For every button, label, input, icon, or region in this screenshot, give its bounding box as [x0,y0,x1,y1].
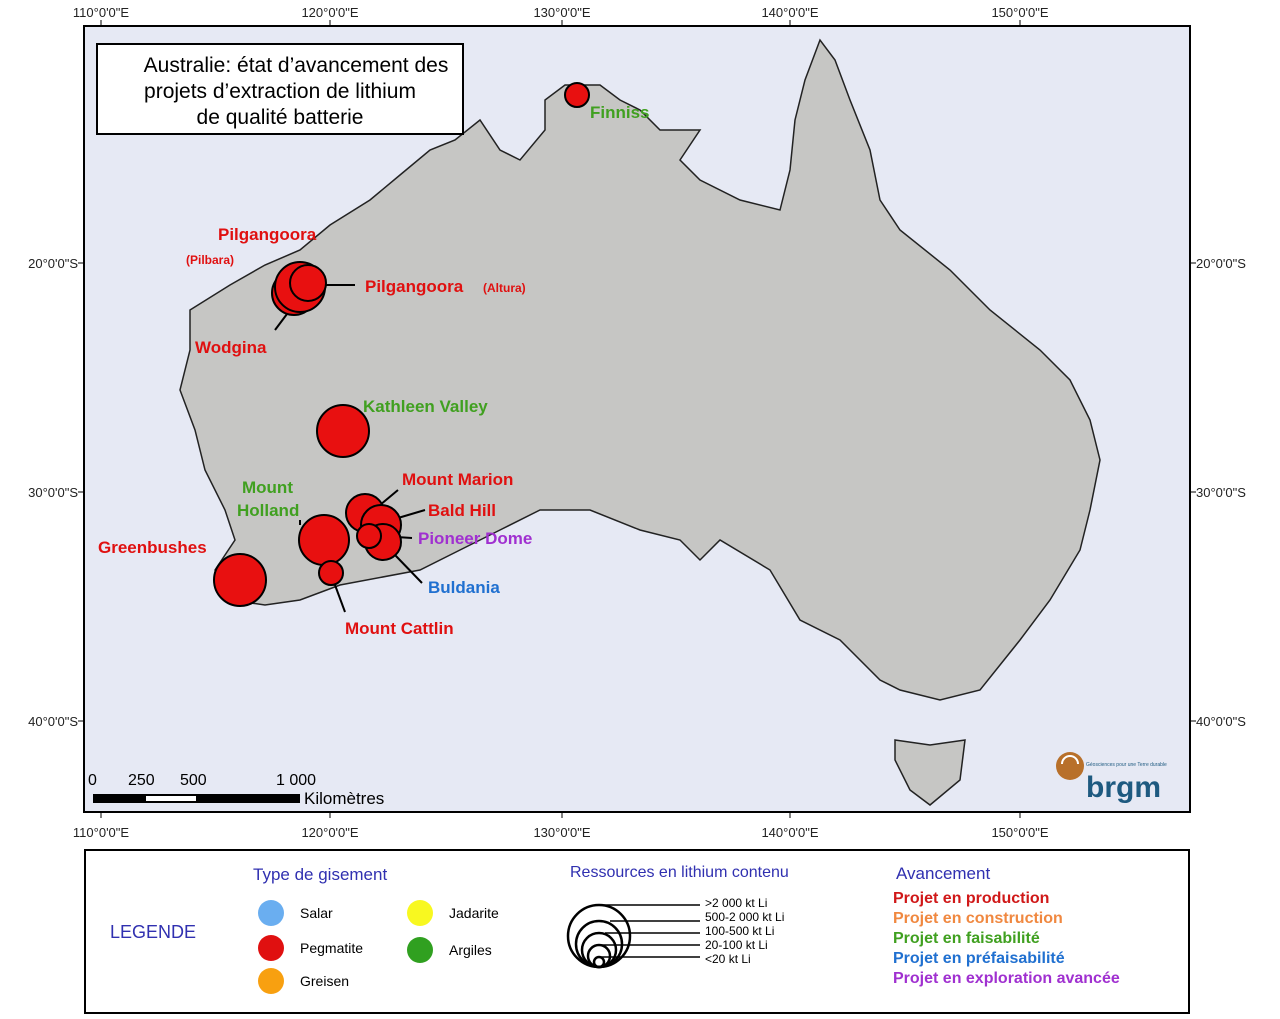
lon-tick-top: 150°0'0"E [991,5,1048,20]
deposit-marker[interactable] [213,553,267,607]
lat-tick-left: 30°0'0"S [28,485,78,500]
resource-class-label: 500-2 000 kt Li [705,910,785,924]
type-symbol-jadarite [407,900,433,926]
avancement-title: Avancement [896,864,991,883]
leader-line [394,554,423,584]
deposit-label: Greenbushes [98,538,207,557]
brgm-logo: brgm Géosciences pour une Terre durable [1056,752,1167,804]
scale-bar: 0 250 500 1 000 Kilomètres [88,772,384,808]
lon-tick-bottom: 110°0'0"E [73,825,129,840]
lat-tick-right: 40°0'0"S [1196,714,1246,729]
avancement-item: Projet en production [893,890,1050,907]
deposit-marker[interactable] [564,82,590,108]
lon-tick-top: 110°0'0"E [73,5,129,20]
avancement-item: Projet en faisabilité [893,930,1040,947]
lon-tick-bottom: 130°0'0"E [533,825,590,840]
deposit-label: Finniss [590,103,650,122]
type-title: Type de gisement [253,865,388,884]
deposit-label: Pioneer Dome [418,529,532,548]
deposit-label: Pilgangoora [218,225,317,244]
leader-line [334,584,346,613]
lon-tick-bottom: 120°0'0"E [301,825,358,840]
lat-tick-left: 20°0'0"S [28,256,78,271]
deposit-sublabel: (Altura) [483,281,526,295]
legend-title: LEGENDE [110,922,197,942]
svg-text:1 000: 1 000 [276,772,316,789]
deposit-label: Mount Cattlin [345,619,454,638]
deposit-marker[interactable] [316,404,370,458]
lon-tick-bottom: 140°0'0"E [761,825,818,840]
title-line-1: Australie: état d’avancement des [144,54,449,77]
resources-title: Ressources en lithium contenu [570,864,789,881]
deposit-sublabel: (Pilbara) [186,253,234,267]
avancement-item: Projet en exploration avancée [893,970,1120,987]
deposit-label: Mount Marion [402,470,513,489]
title-line-2: projets d’extraction de lithium [144,80,416,103]
deposit-marker[interactable] [356,523,382,549]
type-label: Greisen [300,973,350,989]
type-symbol-salar [258,900,284,926]
avancement-item: Projet en préfaisabilité [893,950,1065,967]
svg-text:brgm: brgm [1086,771,1161,804]
australia-mainland [179,38,1101,701]
lon-tick-top: 140°0'0"E [761,5,818,20]
svg-text:250: 250 [128,772,155,789]
type-symbol-argiles [407,937,433,963]
resource-class-label: 100-500 kt Li [705,924,775,938]
leader-line [397,509,426,519]
title-box [96,43,464,135]
deposit-label: Kathleen Valley [363,397,488,416]
svg-text:0: 0 [88,772,97,789]
lon-tick-top: 130°0'0"E [533,5,590,20]
deposit-label: Bald Hill [428,501,496,520]
resource-class-label: 20-100 kt Li [705,938,768,952]
leader-line [379,489,399,506]
type-label: Argiles [449,942,492,958]
svg-text:500: 500 [180,772,207,789]
deposit-marker[interactable] [298,514,350,566]
type-label: Pegmatite [300,940,364,956]
deposit-label: Wodgina [195,338,267,357]
deposit-label: Holland [237,501,299,520]
deposit-label: Buldania [428,578,500,597]
type-label: Jadarite [449,905,499,921]
deposit-label: Mount [242,478,293,497]
lon-tick-top: 120°0'0"E [301,5,358,20]
type-symbol-pegmatite [258,935,284,961]
svg-text:Géosciences pour une Terre dur: Géosciences pour une Terre durable [1086,762,1167,768]
title-line-3: de qualité batterie [197,106,364,129]
lat-tick-right: 20°0'0"S [1196,256,1246,271]
deposit-marker[interactable] [289,264,327,302]
tasmania [894,739,966,806]
lon-tick-bottom: 150°0'0"E [991,825,1048,840]
type-label: Salar [300,905,333,921]
svg-text:Kilomètres: Kilomètres [304,789,384,808]
lat-tick-left: 40°0'0"S [28,714,78,729]
resource-class-label: >2 000 kt Li [705,896,768,910]
deposit-label: Pilgangoora [365,277,464,296]
lat-tick-right: 30°0'0"S [1196,485,1246,500]
resource-class-label: <20 kt Li [705,952,751,966]
deposit-marker[interactable] [318,560,344,586]
avancement-item: Projet en construction [893,910,1063,927]
type-symbol-greisen [258,968,284,994]
